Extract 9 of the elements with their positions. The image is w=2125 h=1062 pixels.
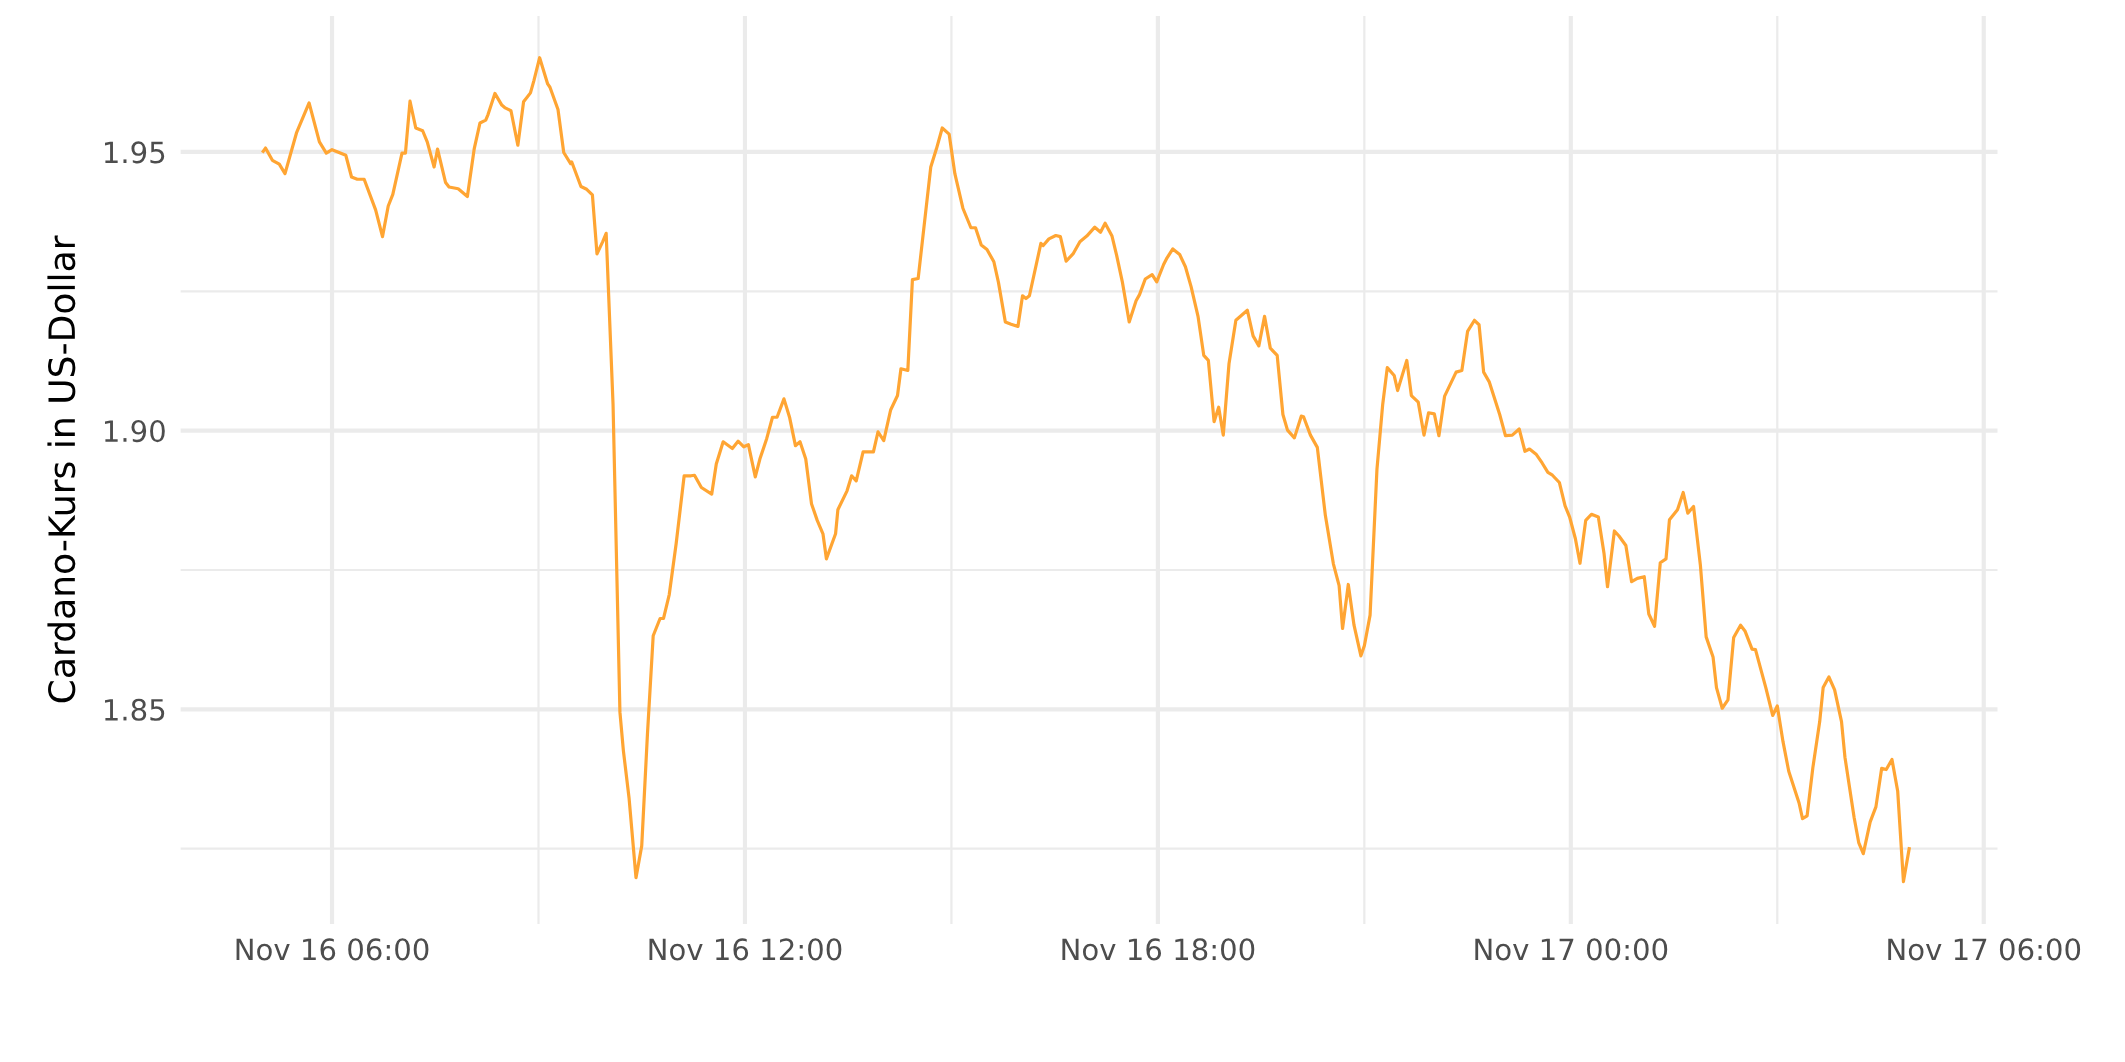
y-tick-label: 1.90 bbox=[105, 420, 165, 443]
x-tick-label: Nov 17 00:00 bbox=[1475, 938, 1668, 961]
y-tick-label: 1.95 bbox=[105, 141, 165, 164]
x-tick-label: Nov 16 06:00 bbox=[236, 938, 429, 961]
x-tick-label: Nov 17 06:00 bbox=[1888, 938, 2081, 961]
y-axis-title: Cardano-Kurs in US-Dollar bbox=[47, 235, 76, 703]
y-tick-label: 1.85 bbox=[105, 698, 165, 721]
x-tick-label: Nov 16 12:00 bbox=[649, 938, 842, 961]
x-tick-label: Nov 16 18:00 bbox=[1062, 938, 1255, 961]
